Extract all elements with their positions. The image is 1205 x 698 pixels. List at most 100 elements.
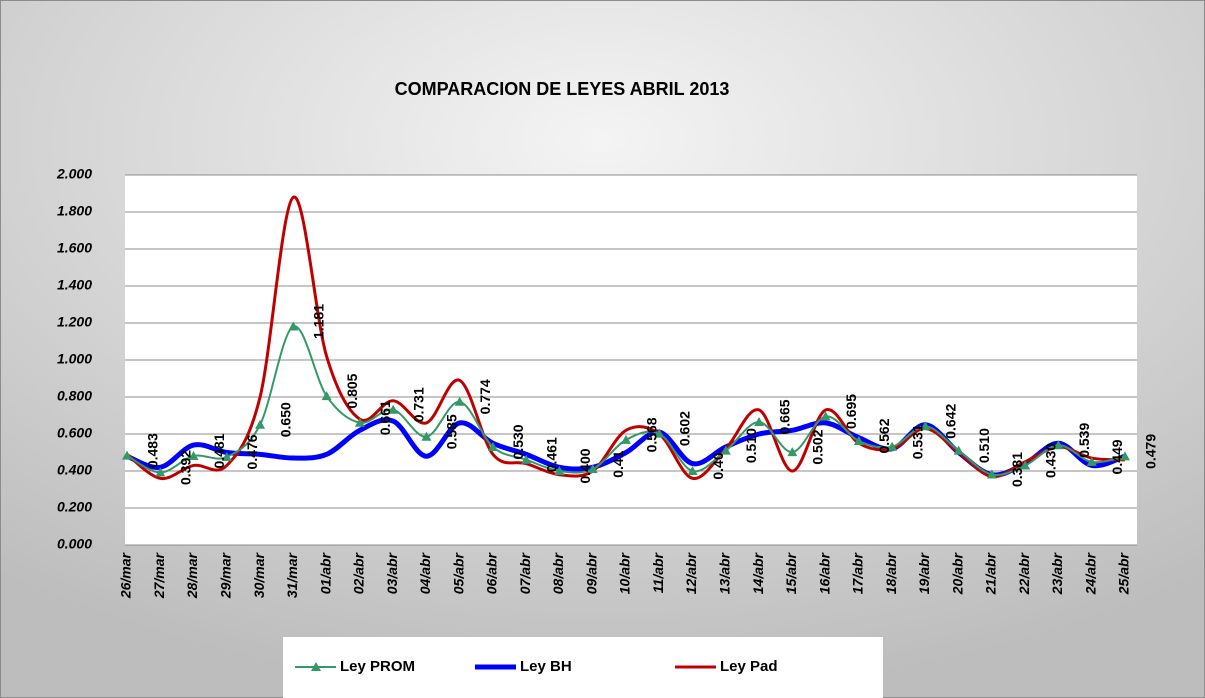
data-point [255,419,266,429]
x-tick-label: 26/mar [118,551,134,599]
x-tick-label: 30/mar [251,551,267,598]
chart-title: COMPARACION DE LEYES ABRIL 2013 [395,79,730,99]
x-tick-label: 03/abr [384,551,400,594]
data-label: 0.449 [1109,439,1125,474]
data-label: 0.805 [344,373,360,408]
data-point [820,411,831,421]
data-label: 0.602 [677,411,693,446]
data-point [454,396,465,406]
data-point [288,321,299,331]
y-tick-label: 1.200 [57,314,92,330]
data-label: 0.539 [1076,423,1092,458]
x-tick-label: 04/abr [417,551,433,594]
data-label: 0.562 [876,418,892,453]
x-tick-label: 25/abr [1116,551,1132,595]
data-point [986,469,997,479]
data-point [920,421,931,431]
data-point [155,467,166,477]
x-tick-label: 18/abr [883,551,899,594]
x-tick-label: 15/abr [783,551,799,594]
x-tick-label: 14/abr [750,551,766,594]
y-tick-label: 0.200 [57,499,92,515]
data-point [554,466,565,475]
data-label: 0.481 [211,433,227,468]
y-tick-label: 0.400 [57,462,92,478]
legend-label: Ley PROM [340,658,415,675]
legend-label: Ley Pad [720,658,778,675]
data-point [787,447,798,457]
data-label: 0.568 [643,417,659,452]
legend [283,637,883,698]
data-point [1053,440,1064,450]
data-label: 0.774 [477,379,493,414]
data-point [521,454,532,464]
data-label: 0.661 [377,400,393,435]
data-label: 0.41 [610,450,626,477]
data-label: 0.531 [909,424,925,459]
data-point [188,451,199,461]
x-tick-label: 31/mar [284,551,300,598]
y-tick-label: 1.000 [57,351,92,367]
data-label: 1.181 [311,304,327,339]
x-tick-label: 29/mar [218,551,234,599]
data-point [654,428,665,438]
data-label: 0.40 [710,452,726,479]
data-point [953,445,964,455]
x-tick-label: 07/abr [517,551,533,594]
legend-marker [311,662,321,671]
x-tick-label: 09/abr [583,551,599,594]
data-point [321,391,332,401]
data-label: 0.400 [577,448,593,483]
data-point [221,451,232,461]
y-tick-label: 2.000 [56,166,92,182]
data-label: 0.392 [178,450,194,485]
data-point [754,416,765,426]
data-label: 0.479 [1142,434,1158,469]
data-point [887,441,898,451]
data-label: 0.695 [843,394,859,429]
data-point [720,445,731,455]
y-tick-label: 0.600 [57,425,92,441]
data-label: 0.731 [410,387,426,422]
x-tick-label: 11/abr [650,551,666,593]
data-label: 0.461 [544,437,560,472]
x-tick-label: 12/abr [683,551,699,594]
x-tick-label: 21/abr [983,551,999,595]
data-label: 0.430 [1043,443,1059,478]
x-tick-label: 17/abr [850,551,866,594]
x-tick-label: 23/abr [1049,551,1065,595]
x-tick-label: 13/abr [717,551,733,594]
x-tick-label: 10/abr [617,551,633,594]
data-point [1120,451,1130,461]
data-point [487,441,498,451]
data-label: 0.530 [510,424,526,459]
x-tick-label: 22/abr [1016,551,1032,595]
data-point [621,434,631,444]
x-tick-label: 27/mar [151,551,167,599]
x-tick-label: 20/abr [949,551,965,595]
data-point [354,417,365,427]
data-point [388,404,399,414]
data-point [122,450,132,460]
y-tick-label: 1.600 [57,240,92,256]
x-tick-label: 28/mar [184,551,200,599]
data-label: 0.502 [810,429,826,464]
data-label: 0.642 [943,404,959,439]
x-tick-label: 24/abr [1082,551,1098,595]
data-point [1020,460,1031,470]
y-tick-label: 0.000 [57,536,92,552]
x-tick-label: 19/abr [916,551,932,594]
data-point [1086,456,1097,466]
data-point [853,436,864,446]
data-point [421,431,432,441]
data-label: 0.665 [776,399,792,434]
data-point [687,466,698,475]
x-tick-label: 01/abr [317,551,333,594]
x-tick-label: 02/abr [351,551,367,594]
y-tick-label: 1.400 [57,277,92,293]
x-tick-label: 08/abr [550,551,566,594]
data-label: 0.510 [976,428,992,463]
data-label: 0.483 [144,433,160,468]
x-tick-label: 06/abr [484,551,500,594]
